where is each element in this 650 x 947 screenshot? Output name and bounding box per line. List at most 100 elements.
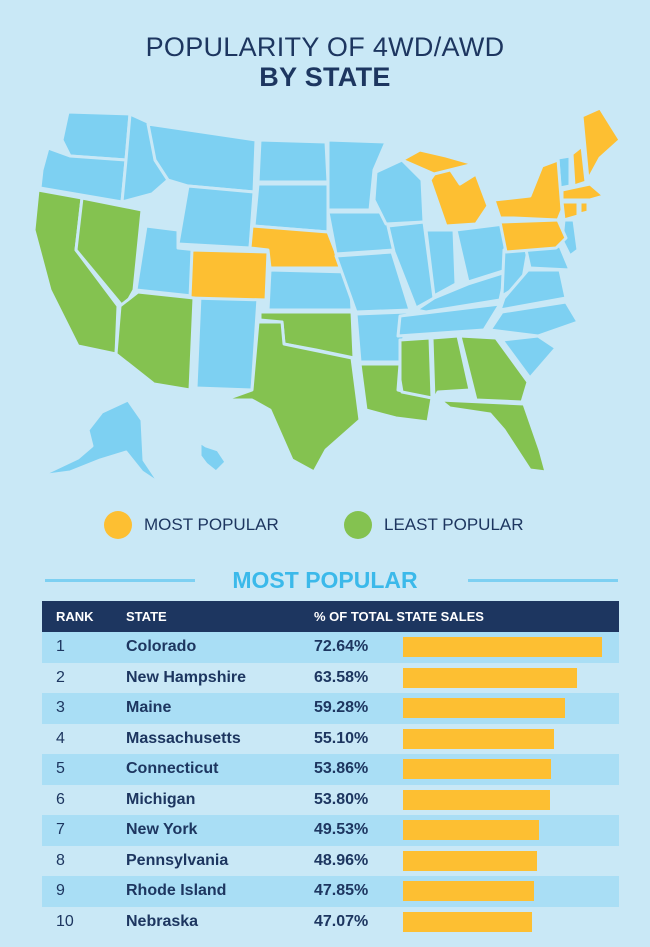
state-virginia <box>498 268 568 312</box>
table-row: 1 Colorado 72.64% <box>42 632 619 663</box>
state-colorado <box>188 248 270 302</box>
state-tennessee <box>396 302 502 338</box>
table-row: 10 Nebraska 47.07% <box>42 907 619 938</box>
state-new-hampshire <box>570 144 588 188</box>
rank-cell: 3 <box>56 699 65 716</box>
state-mississippi <box>398 336 434 400</box>
state-hawaii <box>198 440 228 474</box>
rank-cell: 2 <box>56 668 65 686</box>
table-row: 5 Connecticut 53.86% <box>42 754 619 785</box>
rank-cell: 4 <box>56 729 65 747</box>
state-north-carolina <box>488 300 580 338</box>
value-bar <box>403 759 551 779</box>
state-georgia <box>458 334 530 404</box>
pct-cell: 53.80% <box>314 790 369 808</box>
state-minnesota <box>326 138 388 212</box>
title-line-1: POPULARITY OF 4WD/AWD <box>145 32 505 62</box>
pct-cell: 72.64% <box>314 638 369 655</box>
rank-cell: 7 <box>56 821 65 838</box>
legend-label: MOST POPULAR <box>144 515 279 534</box>
state-missouri <box>334 250 412 314</box>
state-connecticut <box>560 200 580 222</box>
divider-left <box>45 579 195 582</box>
state-indiana <box>424 228 458 298</box>
value-bar <box>403 667 578 688</box>
table-row: 8 Pennsylvania 48.96% <box>42 846 619 877</box>
pct-cell: 49.53% <box>314 821 369 838</box>
table-body: 1 Colorado 72.64% 2 New Hampshire 63.58% 3 Main… <box>42 632 619 937</box>
title-line-2: BY STATE <box>259 62 391 92</box>
state-alaska <box>38 398 160 480</box>
state-cell: Michigan <box>126 790 196 808</box>
value-bar <box>403 728 554 749</box>
value-bar <box>403 850 538 871</box>
legend-label: LEAST POPULAR <box>384 515 524 534</box>
value-bar <box>403 820 539 840</box>
rank-cell: 5 <box>56 760 65 777</box>
state-wyoming <box>176 184 256 250</box>
state-maine <box>580 106 622 182</box>
state-rhode-island <box>578 200 590 216</box>
table-row: 3 Maine 59.28% <box>42 693 619 724</box>
state-texas <box>222 320 362 474</box>
rank-cell: 8 <box>56 851 65 869</box>
state-cell: Massachusetts <box>126 729 241 747</box>
value-bar <box>403 637 602 657</box>
state-new-york <box>492 158 564 222</box>
state-south-dakota <box>252 182 330 234</box>
state-cell: Connecticut <box>126 760 219 777</box>
pct-cell: 55.10% <box>314 729 369 747</box>
state-cell: New Hampshire <box>126 668 247 686</box>
state-cell: Maine <box>126 699 172 716</box>
state-cell: Pennsylvania <box>126 851 229 869</box>
state-washington <box>60 110 132 162</box>
chart-title: POPULARITY OF 4WD/AWD BY STATE <box>0 32 650 92</box>
state-alabama <box>430 334 472 402</box>
rank-cell: 10 <box>56 912 74 930</box>
state-kansas <box>266 268 354 312</box>
header-rank: RANK <box>56 609 94 624</box>
header-state: STATE <box>126 609 167 624</box>
value-bar <box>403 911 532 932</box>
value-bar <box>403 789 551 810</box>
state-cell: New York <box>126 821 198 838</box>
value-bar <box>403 698 566 718</box>
state-cell: Colorado <box>126 638 197 655</box>
rank-cell: 1 <box>56 638 65 655</box>
green-dot-icon <box>344 511 372 539</box>
table-row: 9 Rhode Island 47.85% <box>42 876 619 907</box>
table-row: 4 Massachusetts 55.10% <box>42 724 619 755</box>
state-arizona <box>114 290 196 392</box>
state-michigan-up <box>400 148 476 176</box>
state-wisconsin <box>372 158 426 226</box>
us-map <box>32 106 622 480</box>
state-pennsylvania <box>498 218 568 254</box>
pct-cell: 59.28% <box>314 699 369 716</box>
header-pct: % OF TOTAL STATE SALES <box>314 609 484 624</box>
rank-cell: 9 <box>56 882 65 899</box>
legend-most-popular: MOST POPULAR <box>104 511 279 539</box>
state-south-carolina <box>500 334 558 380</box>
ranking-table: RANK STATE % OF TOTAL STATE SALES 1 Color… <box>42 601 619 937</box>
map-legend: MOST POPULAR LEAST POPULAR <box>0 511 650 539</box>
legend-least-popular: LEAST POPULAR <box>344 511 524 539</box>
pct-cell: 47.85% <box>314 882 369 899</box>
pct-cell: 63.58% <box>314 668 369 686</box>
state-nebraska <box>248 224 344 270</box>
pct-cell: 53.86% <box>314 760 369 777</box>
state-cell: Nebraska <box>126 912 199 930</box>
table-header: RANK STATE % OF TOTAL STATE SALES <box>42 601 619 632</box>
value-bar <box>403 881 535 901</box>
divider-right <box>468 579 618 582</box>
state-florida <box>438 398 548 474</box>
pct-cell: 48.96% <box>314 851 369 869</box>
table-row: 6 Michigan 53.80% <box>42 785 619 816</box>
state-massachusetts <box>560 182 606 202</box>
rank-cell: 6 <box>56 790 65 808</box>
table-row: 7 New York 49.53% <box>42 815 619 846</box>
table-row: 2 New Hampshire 63.58% <box>42 663 619 694</box>
state-north-dakota <box>256 138 330 184</box>
state-cell: Rhode Island <box>126 882 227 899</box>
pct-cell: 47.07% <box>314 912 369 930</box>
section-title: MOST POPULAR <box>232 567 418 593</box>
